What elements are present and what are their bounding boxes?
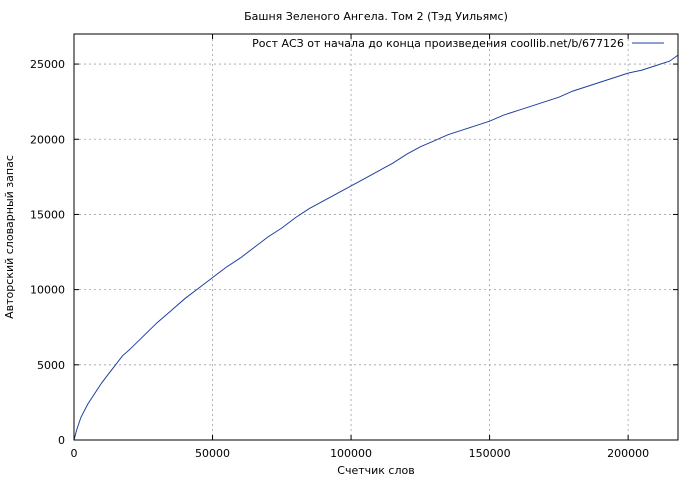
y-axis-label: Авторский словарный запас [3, 155, 16, 319]
x-tick-label: 200000 [607, 447, 649, 460]
y-tick-label: 0 [58, 434, 65, 447]
grid-lines [74, 34, 678, 440]
y-tick-label: 5000 [37, 359, 65, 372]
plot-frame [73, 33, 679, 441]
axis-ticks: 0 50000 100000 150000 200000 0 5000 10000 15000 2… [30, 34, 678, 460]
x-tick-label: 100000 [330, 447, 372, 460]
chart-title: Башня Зеленого Ангела. Том 2 (Тэд Уильям… [244, 10, 508, 23]
y-tick-label: 15000 [30, 208, 65, 221]
series-line [73, 54, 679, 441]
x-tick-label: 50000 [195, 447, 230, 460]
legend-label: Рост АСЗ от начала до конца произведения… [252, 37, 624, 50]
x-axis-label: Счетчик слов [337, 464, 414, 477]
series-layer [73, 54, 679, 441]
y-tick-label: 10000 [30, 284, 65, 297]
x-tick-label: 0 [71, 447, 78, 460]
x-tick-label: 150000 [469, 447, 511, 460]
y-tick-label: 20000 [30, 133, 65, 146]
legend: Рост АСЗ от начала до конца произведения… [252, 37, 664, 50]
y-tick-label: 25000 [30, 58, 65, 71]
